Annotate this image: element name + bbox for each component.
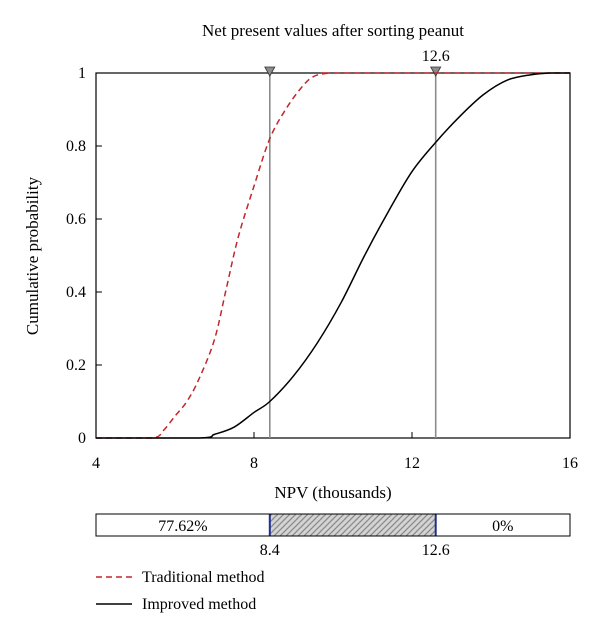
y-tick-label: 0.8 [66, 138, 86, 155]
y-tick-label: 0.2 [66, 357, 86, 374]
y-axis-ticks: 0 0.2 0.4 0.6 0.8 1 [66, 65, 102, 447]
legend-label: Improved method [142, 596, 256, 613]
y-axis-label: Cumulative probability [23, 176, 42, 335]
series-line-improved-method [95, 72, 570, 439]
x-axis-label: NPV (thousands) [274, 483, 391, 502]
y-tick-label: 0.4 [66, 284, 86, 301]
plot-area-frame [95, 72, 571, 439]
legend: Traditional method Improved method [96, 569, 265, 613]
band-right-percent: 0% [492, 518, 513, 535]
series-line-traditional-method [95, 72, 570, 439]
x-tick-label: 16 [562, 455, 578, 472]
threshold-triangle-handle[interactable] [430, 66, 442, 77]
y-tick-label: 0 [78, 430, 86, 447]
chart-title: Net present values after sorting peanut [202, 21, 464, 40]
threshold-value-label: 12.6 [422, 48, 450, 65]
x-tick-label: 4 [92, 455, 100, 472]
x-tick-label: 8 [250, 455, 258, 472]
series-layer [95, 72, 570, 439]
probability-band: 77.62% 0% 8.4 12.6 [95, 513, 571, 559]
band-outline [95, 513, 571, 537]
y-tick-label: 1 [78, 65, 86, 82]
x-axis-ticks: 4 8 12 16 [92, 432, 578, 472]
threshold-markers: 12.6 [264, 48, 450, 438]
y-tick-label: 0.6 [66, 211, 86, 228]
band-left-percent: 77.62% [158, 518, 207, 535]
x-tick-label: 12 [404, 455, 420, 472]
band-upper-value: 12.6 [422, 542, 450, 559]
threshold-triangle-handle[interactable] [264, 66, 276, 77]
band-lower-value: 8.4 [260, 542, 280, 559]
band-hatched-region [269, 514, 436, 536]
legend-label: Traditional method [142, 569, 265, 586]
